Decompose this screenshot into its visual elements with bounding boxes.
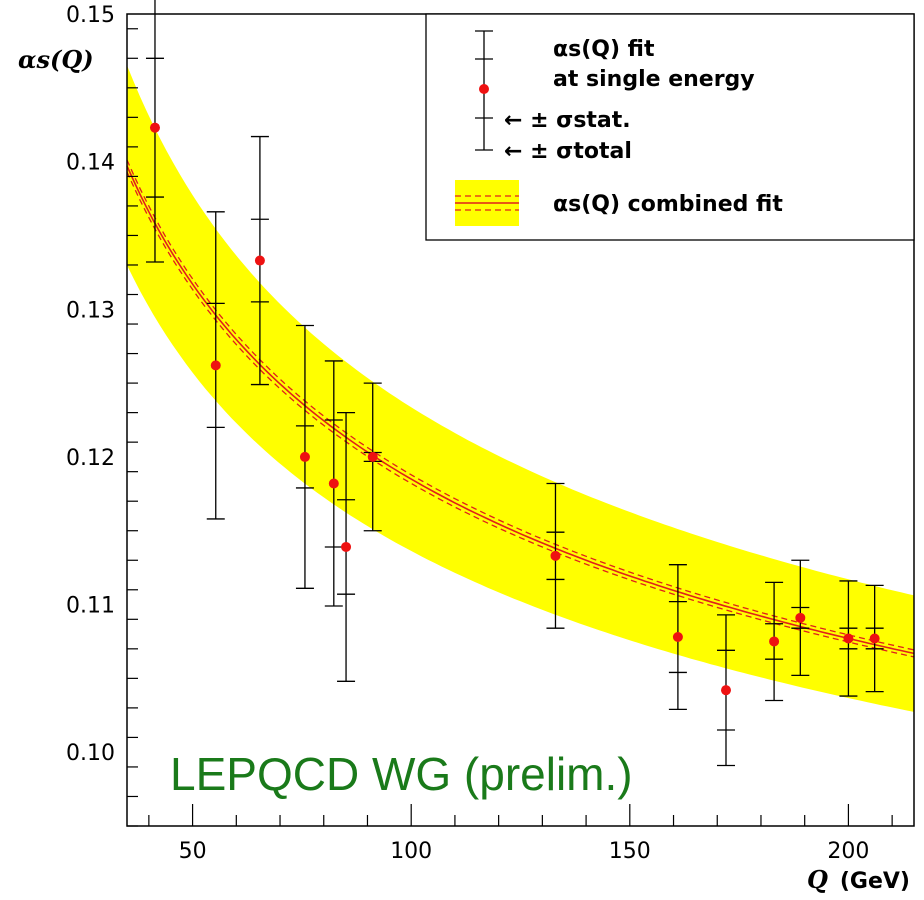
legend-points-label-2: at single energy — [553, 67, 755, 92]
data-point-marker — [869, 633, 880, 644]
x-axis-title-unit: (GeV) — [840, 869, 910, 894]
data-point-marker — [672, 632, 683, 643]
x-tick-label: 100 — [390, 839, 432, 864]
y-axis-title: αs(Q) — [18, 45, 94, 74]
legend-total-label: ← ± σtotal — [504, 139, 632, 164]
y-tick-label: 0.11 — [66, 594, 115, 619]
legend-band-label: αs(Q) combined fit — [553, 192, 783, 217]
y-tick-label: 0.14 — [66, 151, 115, 176]
data-point-marker — [367, 451, 378, 462]
data-point-marker — [149, 122, 160, 133]
y-tick-label: 0.12 — [66, 446, 115, 471]
combined-fit-lower-line — [126, 171, 915, 658]
data-point-marker — [299, 451, 310, 462]
data-point-group — [145, 0, 164, 263]
data-point-group — [206, 211, 225, 520]
data-point-group — [668, 564, 687, 711]
data-point-group — [791, 559, 810, 677]
combined-fit-lines-layer — [126, 159, 915, 658]
combined-fit-band-layer — [127, 65, 914, 712]
legend: αs(Q) fit at single energy ← ± σstat. ← ± σ… — [425, 13, 915, 241]
data-point-marker — [328, 478, 339, 489]
x-axis-title: Q (GeV) — [807, 865, 910, 894]
legend-stat-label: ← ± σstat. — [504, 108, 631, 133]
y-axis-title-symbol: αs(Q) — [18, 45, 94, 74]
y-tick-label: 0.15 — [66, 3, 115, 28]
legend-point-marker — [479, 84, 489, 94]
data-point-group — [324, 360, 343, 607]
data-point-marker — [795, 612, 806, 623]
data-point-group — [250, 135, 269, 386]
data-point-marker — [720, 685, 731, 696]
data-point-group — [716, 614, 735, 767]
combined-fit-central-line — [126, 165, 915, 655]
x-tick-label: 150 — [609, 839, 651, 864]
axes-layer: 0.10 0.11 0.12 0.13 0.14 0.15 50 100 150 200 — [66, 3, 915, 864]
data-points-layer — [145, 0, 884, 767]
y-tick-label: 0.10 — [66, 741, 115, 766]
x-tick-label: 50 — [179, 839, 207, 864]
data-point-marker — [769, 636, 780, 647]
x-axis-title-symbol: Q — [807, 865, 828, 894]
combined-fit-band — [127, 65, 914, 712]
data-point-marker — [341, 541, 352, 552]
data-point-group — [765, 581, 784, 702]
x-tick-label: 200 — [827, 839, 869, 864]
data-point-marker — [550, 550, 561, 561]
data-point-marker — [254, 255, 265, 266]
y-tick-label: 0.13 — [66, 298, 115, 323]
data-point-group — [337, 411, 356, 682]
legend-points-label-1: αs(Q) fit — [553, 37, 655, 62]
data-point-marker — [210, 360, 221, 371]
data-point-group — [546, 482, 565, 629]
data-point-group — [295, 324, 314, 589]
data-point-marker — [843, 633, 854, 644]
data-point-group — [363, 382, 382, 532]
watermark-annotation: LEPQCD WG (prelim.) — [170, 748, 633, 800]
data-point-group — [865, 584, 884, 693]
data-point-group — [839, 580, 858, 697]
combined-fit-upper-line — [126, 159, 915, 651]
